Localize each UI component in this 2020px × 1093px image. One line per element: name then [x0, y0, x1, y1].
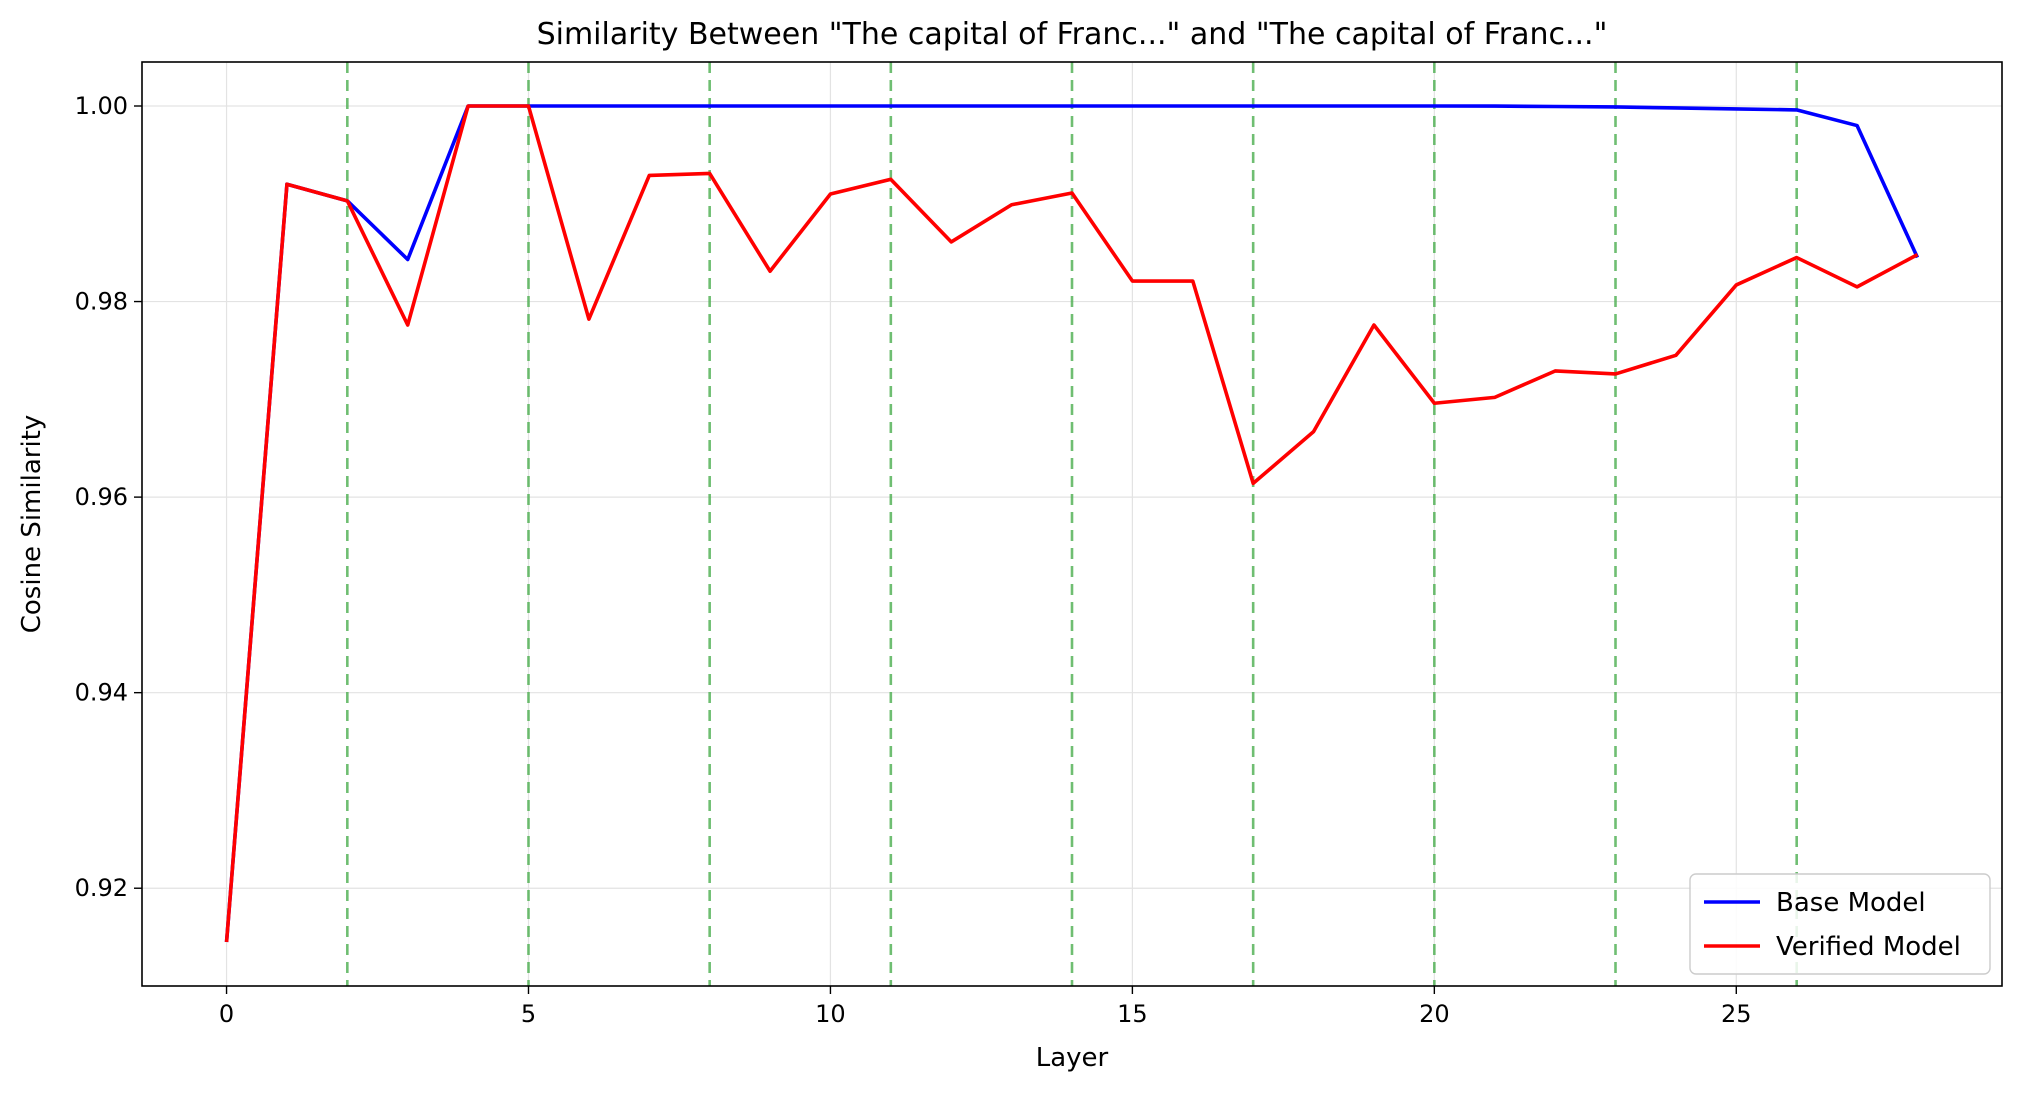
series-lines — [224, 104, 1920, 943]
y-tick-label: 1.00 — [75, 92, 128, 120]
chart-title: Similarity Between "The capital of Franc… — [537, 17, 1608, 52]
legend-box — [1689, 873, 1991, 975]
plot-frame — [141, 61, 2003, 987]
x-tick-label: 5 — [521, 1000, 536, 1028]
y-tick-label: 0.98 — [75, 288, 128, 316]
x-tick-label: 15 — [1117, 1000, 1148, 1028]
x-axis-label: Layer — [1036, 1043, 1109, 1073]
x-tick-label: 10 — [815, 1000, 846, 1028]
y-axis-ticks: 0.92 0.94 0.96 0.98 1.00 — [75, 92, 142, 902]
legend-label: Base Model — [1776, 888, 1926, 918]
x-tick-label: 20 — [1419, 1000, 1450, 1028]
legend-label: Verified Model — [1776, 932, 1961, 962]
legend: Base Model Verified Model — [1689, 873, 1991, 975]
grid-lines — [142, 62, 2002, 986]
y-tick-label: 0.94 — [75, 679, 128, 707]
x-tick-label: 25 — [1721, 1000, 1752, 1028]
y-axis-label: Cosine Similarity — [17, 415, 47, 634]
y-tick-label: 0.96 — [75, 483, 128, 511]
vertical-reference-lines — [346, 62, 1798, 986]
x-tick-label: 0 — [219, 1000, 234, 1028]
y-tick-label: 0.92 — [75, 874, 128, 902]
series-line-1 — [224, 104, 1919, 943]
x-axis-ticks: 0 5 10 15 20 25 — [219, 986, 1752, 1028]
